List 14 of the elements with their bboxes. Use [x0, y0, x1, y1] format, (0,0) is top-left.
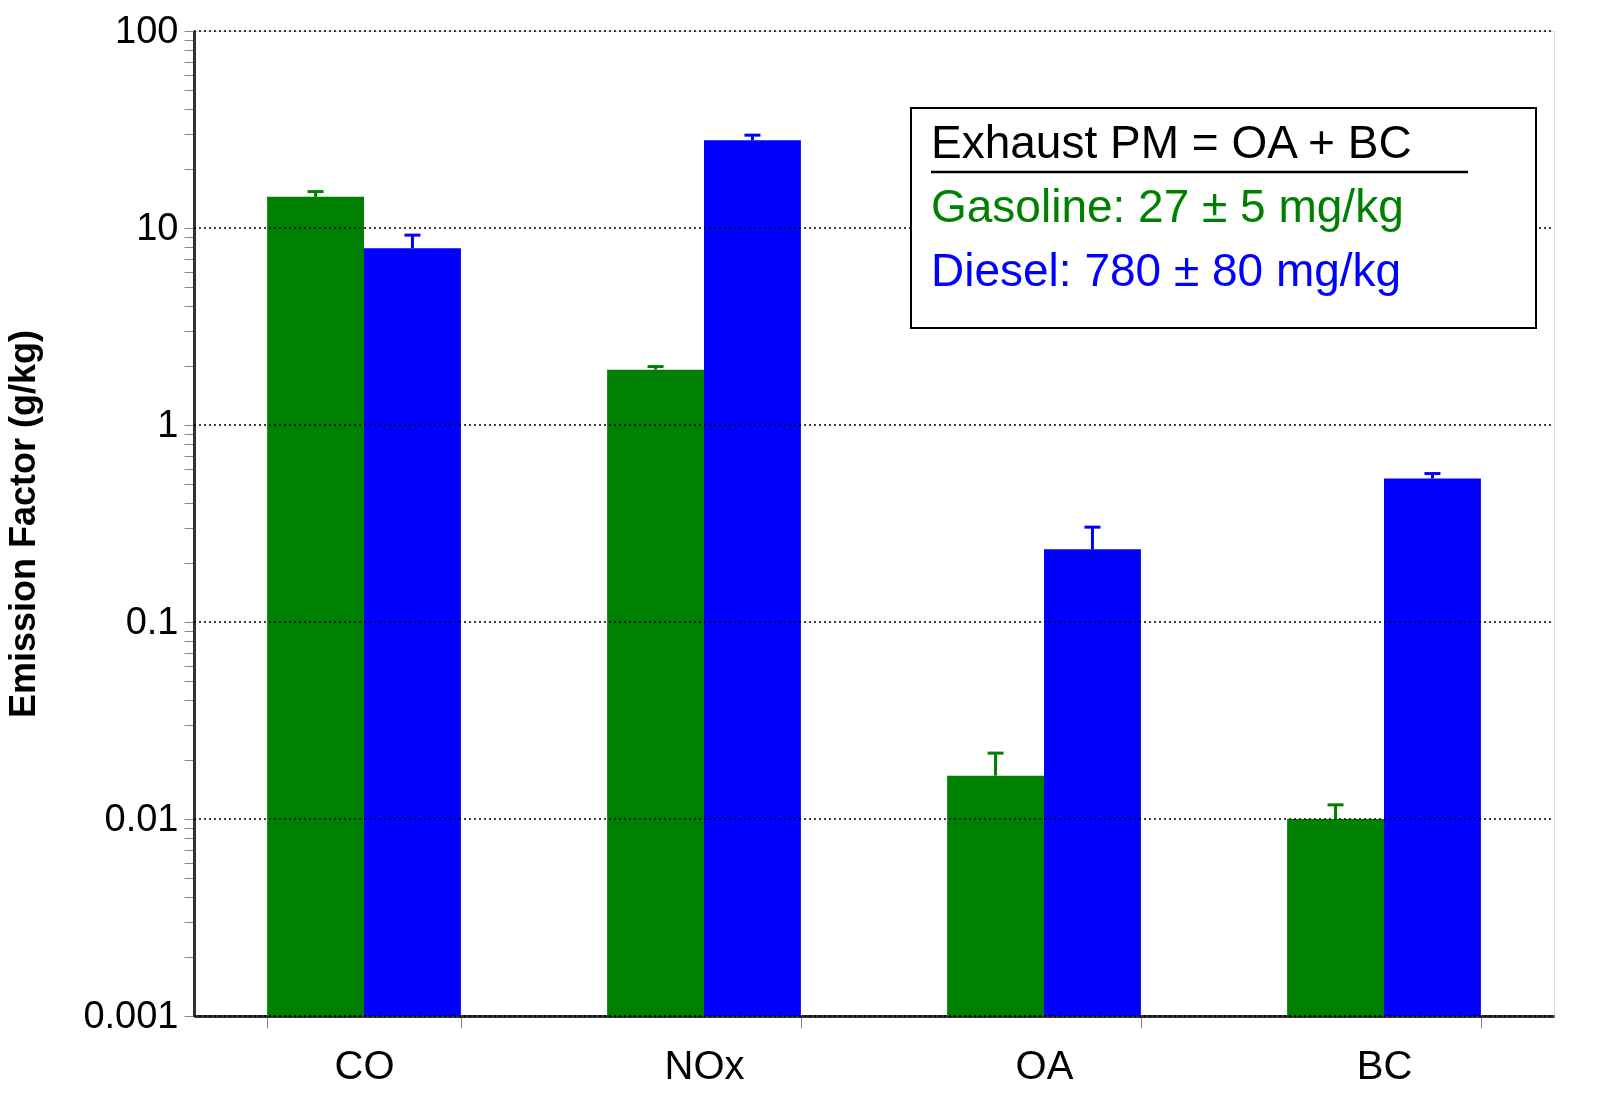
- y-tick-label: 0.1: [125, 599, 179, 642]
- x-tick-label: OA: [1015, 1042, 1074, 1087]
- y-tick-label: 0.01: [104, 796, 179, 839]
- text: Diesel: 780 ± 80 mg/kg: [931, 244, 1402, 296]
- x-tick-label: NOx: [664, 1042, 745, 1087]
- y-axis-title: Emission Factor (g/kg): [2, 329, 44, 719]
- x-tick-label: CO: [334, 1042, 395, 1087]
- legend-title: Exhaust PM = OA + BC: [931, 116, 1412, 168]
- y-tick-label: 10: [136, 205, 179, 248]
- y-tick-label: 0.001: [83, 993, 179, 1036]
- x-tick-label: BC: [1356, 1042, 1413, 1087]
- text: Gasoline: 27 ± 5 mg/kg: [931, 180, 1404, 232]
- y-tick-label: 1: [157, 402, 179, 445]
- y-tick-label: 100: [115, 8, 179, 51]
